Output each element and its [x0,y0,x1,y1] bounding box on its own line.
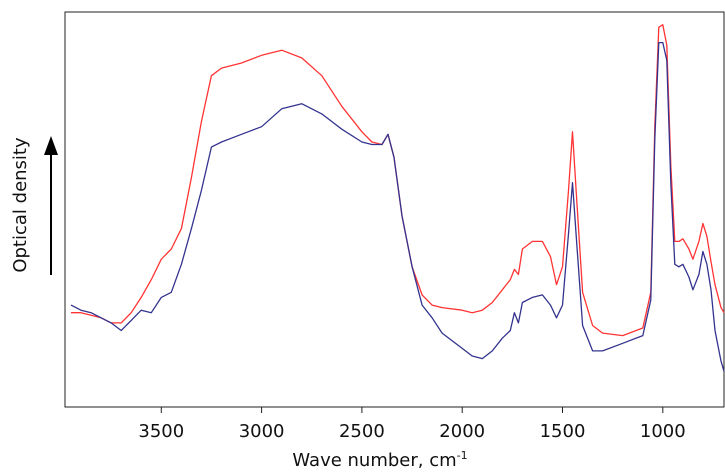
y-axis-decoration [44,136,58,275]
x-axis: 3500 3000 2500 2000 1500 1000 [138,407,686,442]
x-tick-label: 2500 [339,421,385,442]
series-line-1 [71,24,725,337]
x-tick-label: 3000 [239,421,285,442]
x-axis-title-text: Wave number, cm [292,450,456,471]
x-axis-title: Wave number, cm-1 [292,449,467,471]
x-tick-label: 2000 [439,421,485,442]
y-axis-title: Optical density [10,137,31,273]
x-tick-label: 3500 [138,421,184,442]
series-layer [70,24,725,372]
x-tick-label: 1500 [540,421,586,442]
x-tick-label: 1000 [640,421,686,442]
x-axis-title-superscript: -1 [457,449,468,462]
series-line-2 [70,41,725,372]
plot-frame [64,11,725,408]
y-axis-arrowhead-icon [44,136,58,155]
